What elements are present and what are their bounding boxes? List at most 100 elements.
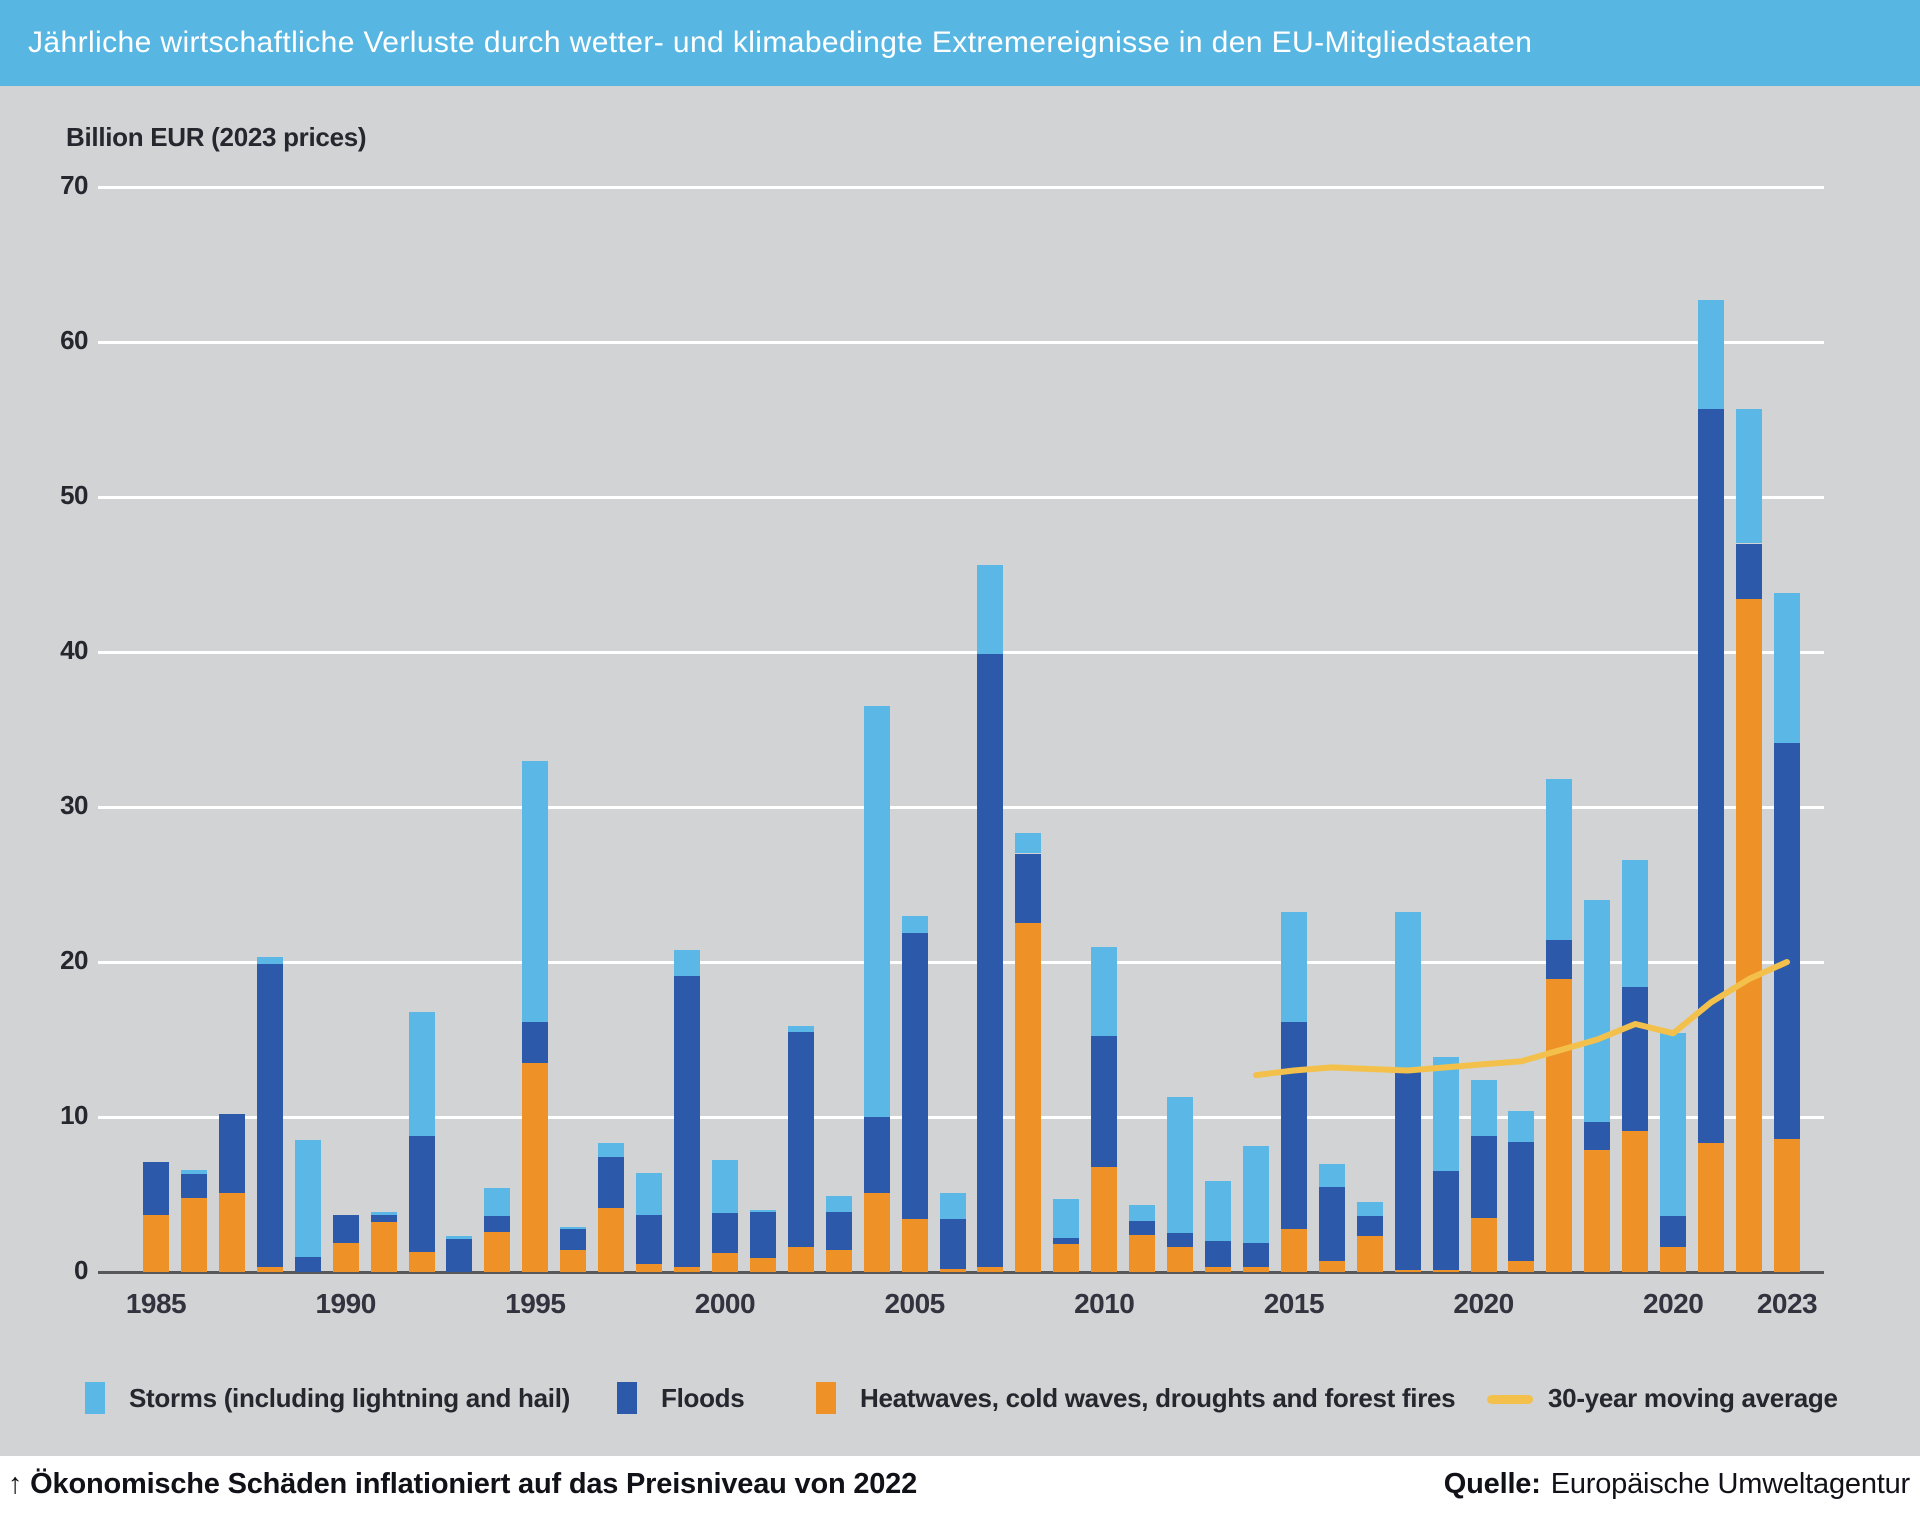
bar-2016-storms xyxy=(1508,1110,1535,1142)
bar-2011-heatwaves xyxy=(1318,1261,1345,1272)
bar-2008-heatwaves xyxy=(1205,1267,1232,1272)
bar-1993-storms xyxy=(636,1172,663,1215)
bar-2007-floods xyxy=(1167,1233,1194,1248)
legend-item-2: Heatwaves, cold waves, droughts and fore… xyxy=(816,1381,1456,1415)
bar-2009-floods xyxy=(1242,1242,1269,1268)
bar-1985-heatwaves xyxy=(332,1242,359,1272)
bar-1989-floods xyxy=(484,1216,511,1232)
bar-2001-floods xyxy=(939,1219,966,1269)
x-tick-label-1-1990: 1990 xyxy=(315,1288,376,1319)
bar-1996-floods xyxy=(749,1211,776,1259)
legend-item-1: Floods xyxy=(617,1381,745,1415)
bar-2014-floods xyxy=(1432,1171,1459,1271)
bar-2020-heatwaves xyxy=(1660,1247,1687,1272)
bar-1991-heatwaves xyxy=(560,1250,587,1272)
bar-1999-storms xyxy=(863,706,890,1117)
bar-2010-heatwaves xyxy=(1280,1228,1307,1272)
x-tick-label-6-2015: 2015 xyxy=(1263,1288,1325,1319)
bar-1997-floods xyxy=(787,1031,814,1248)
y-tick-label-10: 10 xyxy=(60,1100,88,1130)
bar-2012-heatwaves xyxy=(1356,1236,1383,1272)
bar-2013-floods xyxy=(1394,1070,1421,1271)
x-axis-baseline xyxy=(98,1270,1824,1274)
bar-2006-storms xyxy=(1129,1205,1156,1221)
x-tick-label-2-1995: 1995 xyxy=(505,1288,566,1319)
bar-2011-floods xyxy=(1318,1186,1345,1262)
bar-2010-floods xyxy=(1280,1022,1307,1229)
legend-swatch-icon xyxy=(85,1382,105,1414)
bar-1981-floods xyxy=(180,1174,207,1198)
bar-1994-heatwaves xyxy=(674,1267,701,1272)
y-tick-label-40: 40 xyxy=(60,635,88,665)
bar-1992-floods xyxy=(598,1157,625,1209)
bar-1999-heatwaves xyxy=(863,1192,890,1272)
source-name: Europäische Umweltagentur xyxy=(1550,1468,1911,1500)
bar-1994-storms xyxy=(674,949,701,976)
bar-1984-floods xyxy=(294,1256,321,1272)
bar-1982-heatwaves xyxy=(218,1192,245,1272)
legend-label-3: 30-year moving average xyxy=(1548,1382,1838,1413)
footer: ↑ Ökonomische Schäden inflationiert auf … xyxy=(0,1456,1920,1513)
bar-2002-storms xyxy=(977,565,1004,654)
bar-1983-floods xyxy=(256,963,283,1268)
bar-2008-floods xyxy=(1205,1241,1232,1268)
bar-2023-heatwaves xyxy=(1773,1138,1800,1272)
bar-2022-heatwaves xyxy=(1736,599,1763,1272)
chart-panel: Billion EUR (2023 prices) 0 10 20 30 40 50 60 7… xyxy=(0,86,1920,1456)
bar-1987-floods xyxy=(408,1135,435,1252)
bar-1980-floods xyxy=(143,1161,169,1215)
bar-2009-storms xyxy=(1242,1146,1269,1243)
legend-swatch-icon xyxy=(617,1382,637,1414)
x-tick-label-4-2005: 2005 xyxy=(884,1288,945,1319)
bar-1988-floods xyxy=(446,1239,473,1272)
bar-2015-heatwaves xyxy=(1470,1217,1497,1272)
y-gridline-20 xyxy=(98,960,1824,964)
bar-1989-heatwaves xyxy=(484,1231,511,1272)
bar-1985-floods xyxy=(332,1214,359,1243)
bar-1997-heatwaves xyxy=(787,1247,814,1272)
x-tick-label-8-2020: 2020 xyxy=(1643,1288,1704,1319)
bar-2006-floods xyxy=(1129,1220,1156,1235)
bar-2023-floods xyxy=(1773,743,1800,1139)
bar-1997-storms xyxy=(787,1025,814,1032)
x-tick-label-9-2023: 2023 xyxy=(1756,1288,1818,1319)
legend-label-2: Heatwaves, cold waves, droughts and fore… xyxy=(860,1382,1456,1413)
bar-2013-storms xyxy=(1394,912,1421,1071)
bar-1990-storms xyxy=(522,760,549,1023)
bar-2005-heatwaves xyxy=(1091,1166,1118,1272)
bar-1989-storms xyxy=(484,1188,511,1217)
bar-2015-storms xyxy=(1470,1079,1497,1136)
bar-2014-heatwaves xyxy=(1432,1270,1459,1272)
y-tick-label-20: 20 xyxy=(60,945,88,975)
bar-1990-heatwaves xyxy=(522,1062,549,1272)
chart-title: Jährliche wirtschaftliche Verluste durch… xyxy=(28,26,1533,59)
x-tick-label-0-1985: 1985 xyxy=(125,1288,187,1319)
bar-2005-storms xyxy=(1091,946,1118,1037)
bar-2002-floods xyxy=(977,653,1004,1268)
bar-2005-floods xyxy=(1091,1036,1118,1167)
bar-2018-heatwaves xyxy=(1584,1149,1611,1272)
bar-1993-floods xyxy=(636,1214,663,1265)
bar-1991-floods xyxy=(560,1228,587,1251)
bar-1982-floods xyxy=(218,1113,245,1193)
bar-1998-storms xyxy=(825,1196,852,1212)
bar-1998-floods xyxy=(825,1211,852,1251)
bar-2007-storms xyxy=(1167,1096,1194,1234)
bar-2009-heatwaves xyxy=(1242,1267,1269,1272)
bar-2022-floods xyxy=(1736,543,1763,600)
y-tick-label-60: 60 xyxy=(60,325,88,355)
bar-1981-storms xyxy=(180,1169,207,1175)
bar-1983-storms xyxy=(256,957,283,964)
bar-2018-floods xyxy=(1584,1121,1611,1150)
legend-label-1: Floods xyxy=(661,1382,745,1413)
title-bar: Jährliche wirtschaftliche Verluste durch… xyxy=(0,0,1920,86)
bar-1983-heatwaves xyxy=(256,1267,283,1272)
bar-2016-heatwaves xyxy=(1508,1261,1535,1272)
bar-2021-heatwaves xyxy=(1698,1143,1725,1272)
y-gridline-60 xyxy=(98,340,1824,344)
bar-2003-storms xyxy=(1015,833,1042,854)
bar-2000-heatwaves xyxy=(901,1219,928,1272)
bar-2001-heatwaves xyxy=(939,1268,966,1272)
bar-1990-floods xyxy=(522,1022,549,1063)
